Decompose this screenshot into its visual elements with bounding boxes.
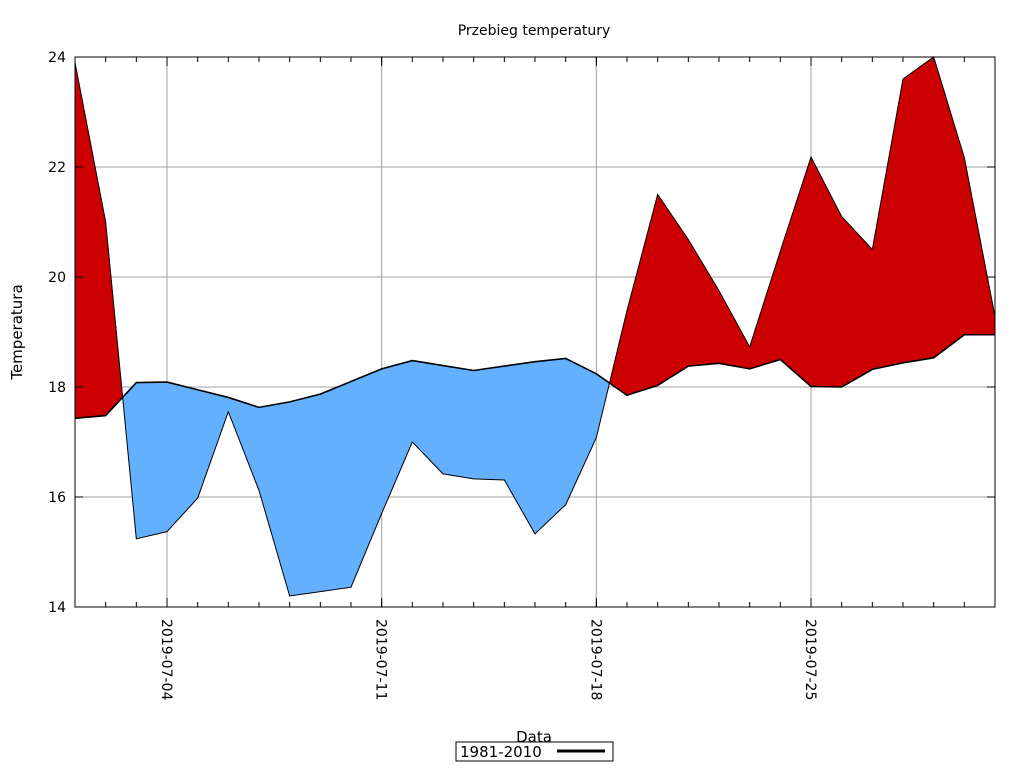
below-normal-area	[228, 397, 260, 491]
y-tick-label: 24	[48, 50, 66, 66]
normal-1981-2010-line	[74, 333, 995, 420]
above-normal-area	[810, 156, 842, 388]
above-normal-area	[780, 157, 812, 388]
y-tick-label: 22	[48, 160, 66, 176]
above-normal-area	[841, 215, 873, 388]
legend: 1981-2010	[455, 741, 614, 762]
below-normal-area	[258, 401, 290, 597]
above-normal-area	[657, 193, 689, 386]
below-normal-area	[565, 357, 597, 505]
below-normal-area	[442, 365, 474, 480]
y-axis: 14 16 18 20 22 24	[48, 50, 995, 616]
chart-title: Przebieg temperatury	[458, 23, 611, 39]
below-normal-area	[136, 381, 168, 540]
below-normal-area	[350, 368, 382, 588]
below-normal-area	[166, 381, 198, 533]
legend-label: 1981-2010	[460, 743, 542, 761]
x-tick-label: 2019-07-25	[802, 619, 818, 700]
above-normal-area	[74, 62, 106, 419]
actual-temperature-line	[74, 56, 996, 597]
y-axis-label: Temperatura	[8, 284, 26, 380]
below-normal-area	[534, 358, 566, 535]
legend-box	[455, 741, 614, 762]
above-normal-area	[688, 238, 720, 367]
below-normal-area	[381, 360, 413, 514]
above-normal-area	[964, 157, 996, 336]
y-tick-label: 14	[48, 600, 66, 616]
below-normal-area	[289, 393, 321, 597]
below-normal-area	[504, 361, 536, 535]
below-normal-area	[473, 365, 505, 481]
fill-areas	[74, 56, 996, 597]
x-axis: 2019-07-04 2019-07-11 2019-07-18 2019-07-25	[74, 57, 996, 700]
series-lines	[74, 56, 996, 597]
below-normal-area	[412, 360, 444, 475]
above-normal-area	[933, 56, 965, 359]
x-tick-label: 2019-07-04	[158, 619, 174, 700]
y-tick-label: 16	[48, 490, 66, 506]
above-normal-area	[718, 290, 750, 370]
y-tick-label: 18	[48, 380, 66, 396]
x-tick-label: 2019-07-18	[587, 619, 603, 700]
above-normal-area	[749, 251, 781, 370]
x-tick-label: 2019-07-11	[373, 619, 389, 700]
y-tick-label: 20	[48, 270, 66, 286]
above-normal-area	[902, 56, 934, 364]
below-normal-area	[197, 389, 229, 499]
below-normal-area	[320, 381, 352, 592]
